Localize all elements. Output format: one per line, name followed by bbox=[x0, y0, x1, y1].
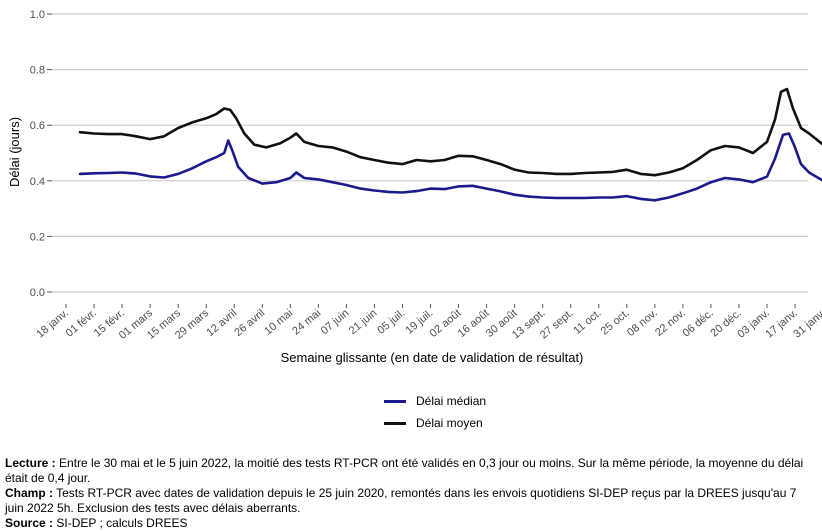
note-source-text: SI-DEP ; calculs DREES bbox=[56, 516, 188, 530]
note-source-label: Source : bbox=[5, 516, 54, 530]
legend-item-mean: Délai moyen bbox=[384, 412, 486, 434]
series-line-median bbox=[78, 132, 822, 202]
x-tick-label: 11 oct. bbox=[571, 307, 603, 337]
series-lines bbox=[78, 87, 822, 202]
y-tick-label: 0.0 bbox=[30, 287, 45, 299]
legend-item-median: Délai médian bbox=[384, 390, 486, 412]
note-lecture-text: Entre le 30 mai et le 5 juin 2022, la mo… bbox=[5, 456, 804, 485]
x-tick-label: 06 déc. bbox=[680, 307, 715, 339]
note-champ-label: Champ : bbox=[5, 486, 53, 500]
x-tick-label: 01 févr. bbox=[64, 307, 99, 339]
legend-label-mean: Délai moyen bbox=[416, 416, 483, 430]
y-axis-ticks: 0.0 0.2 0.4 0.6 0.8 1.0 bbox=[30, 9, 52, 299]
x-tick-label: 18 janv. bbox=[34, 307, 71, 340]
x-tick-label: 08 nov. bbox=[625, 307, 660, 339]
note-champ: Champ : Tests RT-PCR avec dates de valid… bbox=[5, 486, 817, 516]
x-tick-label: 26 avril bbox=[232, 307, 267, 339]
x-tick-label: 24 mai bbox=[290, 307, 323, 337]
y-tick-label: 0.4 bbox=[30, 176, 45, 188]
grid-lines bbox=[52, 13, 808, 293]
y-tick-label: 1.0 bbox=[30, 9, 45, 21]
note-source: Source : SI-DEP ; calculs DREES bbox=[5, 516, 817, 531]
y-tick-label: 0.6 bbox=[30, 120, 45, 132]
x-tick-label: 12 avril bbox=[204, 307, 239, 339]
legend: Délai médian Délai moyen bbox=[384, 390, 486, 434]
line-chart: 0.0 0.2 0.4 0.6 0.8 1.0 18 janv.01 févr.15 fé… bbox=[7, 9, 822, 365]
x-tick-label: 21 juin bbox=[347, 307, 380, 337]
y-tick-label: 0.2 bbox=[30, 231, 45, 243]
x-axis-label: Semaine glissante (en date de validation… bbox=[281, 350, 584, 365]
x-tick-label: 07 juin bbox=[319, 307, 352, 337]
series-line-mean bbox=[78, 87, 822, 177]
legend-label-median: Délai médian bbox=[416, 394, 487, 408]
y-tick-label: 0.8 bbox=[30, 65, 45, 77]
note-lecture: Lecture : Entre le 30 mai et le 5 juin 2… bbox=[5, 456, 817, 486]
legend-key-median bbox=[384, 399, 406, 403]
x-tick-label: 05 juil. bbox=[375, 307, 407, 337]
legend-key-mean bbox=[384, 421, 406, 425]
x-tick-label: 10 mai bbox=[262, 307, 295, 337]
note-lecture-label: Lecture : bbox=[5, 456, 56, 470]
y-axis-label: Délai (jours) bbox=[7, 117, 22, 187]
note-champ-text: Tests RT-PCR avec dates de validation de… bbox=[5, 486, 797, 515]
footnotes: Lecture : Entre le 30 mai et le 5 juin 2… bbox=[5, 456, 817, 531]
